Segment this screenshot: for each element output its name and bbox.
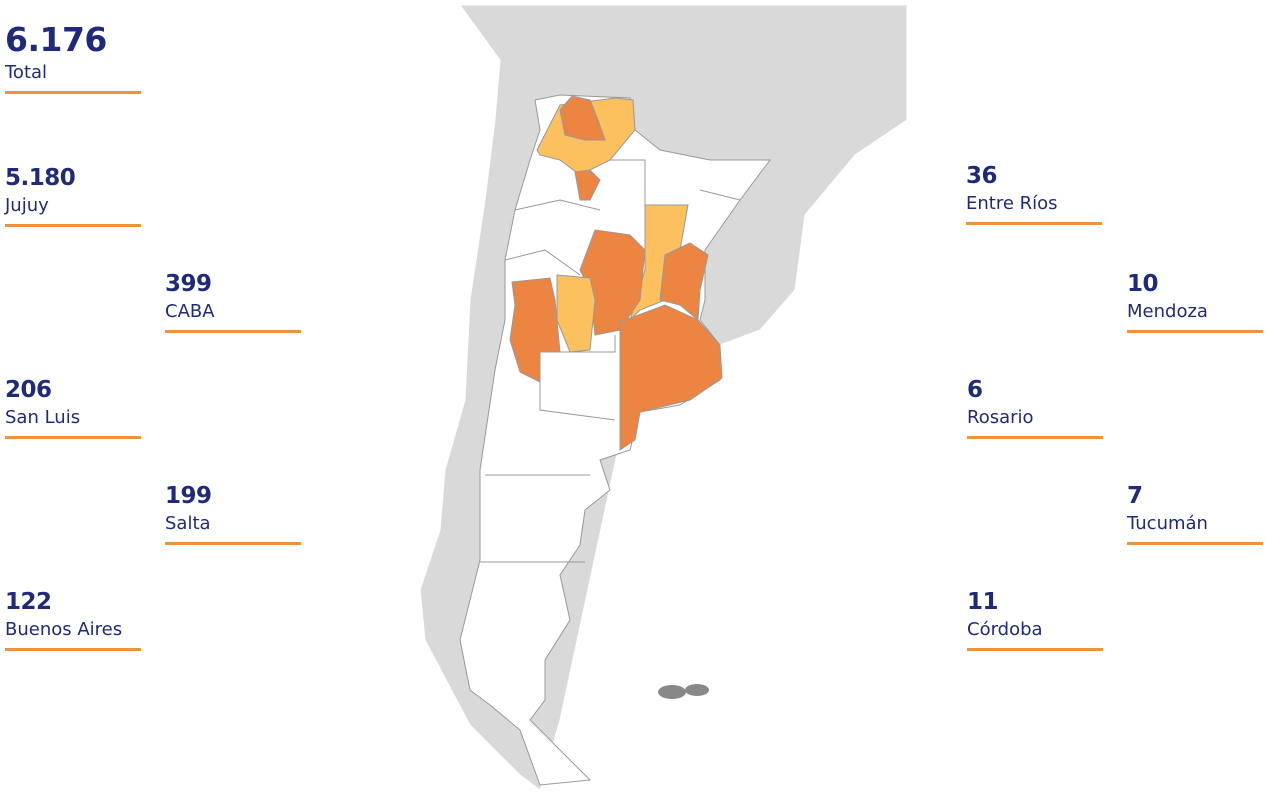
- stat-underline: [967, 648, 1103, 651]
- stat-label: Salta: [165, 513, 211, 534]
- stat-label: Mendoza: [1127, 301, 1208, 322]
- stat-label: Total: [5, 62, 48, 83]
- stat-value: 199: [165, 483, 212, 509]
- stat-underline: [1127, 542, 1263, 545]
- stat-item: 199 Salta: [165, 483, 301, 545]
- stat-item: 6.176 Total: [5, 22, 141, 94]
- islands: [658, 684, 709, 699]
- stat-underline: [165, 330, 301, 333]
- stat-item: 399 CABA: [165, 271, 301, 333]
- stat-underline: [5, 436, 141, 439]
- stat-item: 36 Entre Ríos: [966, 163, 1102, 225]
- stat-underline: [5, 648, 141, 651]
- stat-label: Jujuy: [5, 195, 49, 216]
- stat-value: 206: [5, 377, 52, 403]
- stat-value: 36: [966, 163, 998, 189]
- stat-value: 7: [1127, 483, 1143, 509]
- stat-value: 10: [1127, 271, 1159, 297]
- stat-label: Entre Ríos: [966, 193, 1058, 214]
- stat-item: 11 Córdoba: [967, 589, 1103, 651]
- province-tucuman: [574, 169, 601, 201]
- province-entre-rios: [659, 242, 709, 322]
- stat-value: 399: [165, 271, 212, 297]
- stat-item: 122 Buenos Aires: [5, 589, 141, 651]
- stat-label: Buenos Aires: [5, 619, 123, 640]
- stat-value: 6.176: [5, 20, 107, 59]
- stat-item: 7 Tucumán: [1127, 483, 1263, 545]
- stat-value: 122: [5, 589, 52, 615]
- stat-underline: [5, 91, 141, 94]
- stat-underline: [5, 224, 141, 227]
- stat-underline: [966, 222, 1102, 225]
- stat-value: 6: [967, 377, 983, 403]
- province-jujuy: [559, 95, 606, 141]
- stat-underline: [165, 542, 301, 545]
- stat-label: CABA: [165, 301, 215, 322]
- stat-label: Tucumán: [1127, 513, 1208, 534]
- stat-item: 10 Mendoza: [1127, 271, 1263, 333]
- stat-value: 11: [967, 589, 999, 615]
- stat-underline: [1127, 330, 1263, 333]
- stat-underline: [967, 436, 1103, 439]
- province-mendoza: [509, 277, 561, 383]
- stat-value: 5.180: [5, 165, 76, 191]
- province-buenos-aires: [619, 304, 723, 451]
- stat-item: 5.180 Jujuy: [5, 165, 141, 227]
- stat-item: 206 San Luis: [5, 377, 141, 439]
- stat-item: 6 Rosario: [967, 377, 1103, 439]
- stat-label: Rosario: [967, 407, 1034, 428]
- stat-label: Córdoba: [967, 619, 1043, 640]
- stat-label: San Luis: [5, 407, 81, 428]
